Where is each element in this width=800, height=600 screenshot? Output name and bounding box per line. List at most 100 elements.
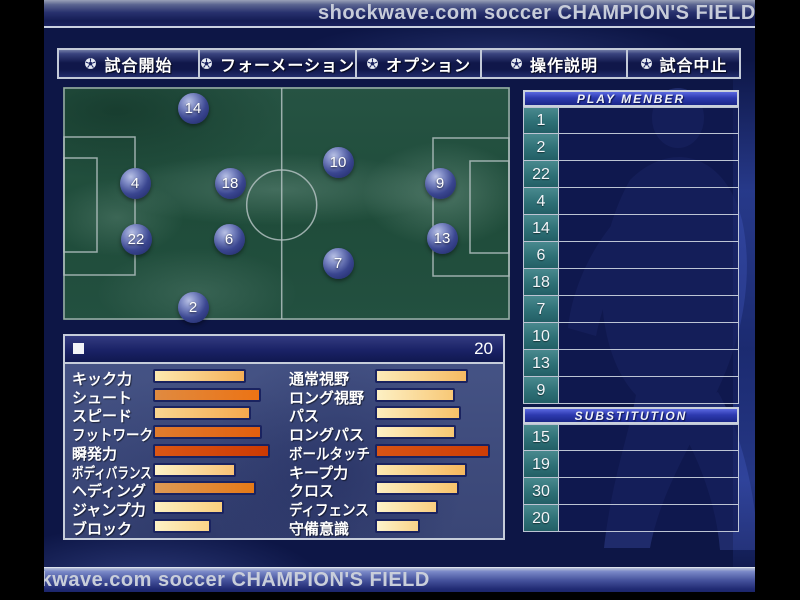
roster-name-cell: [559, 425, 738, 450]
player-token[interactable]: 13: [426, 222, 458, 254]
stat-row: ブロック: [72, 518, 287, 538]
roster-name-cell: [559, 269, 738, 295]
player-token[interactable]: 14: [177, 92, 209, 124]
roster-number: 2: [536, 139, 546, 156]
roster-number: 1: [536, 112, 546, 129]
roster-row[interactable]: 1: [523, 107, 739, 134]
substitution-list: 15 19 30 20: [523, 424, 739, 532]
stat-label: スピード: [72, 408, 133, 425]
player-token[interactable]: 4: [119, 167, 151, 199]
roster-row[interactable]: 2: [523, 134, 739, 161]
roster-name-cell: [559, 215, 738, 241]
stat-label: 通常視野: [289, 371, 350, 388]
roster-row[interactable]: 19: [523, 451, 739, 478]
stat-row: 瞬発力: [72, 443, 287, 463]
roster-name-cell: [559, 188, 738, 214]
roster-number-cell: 15: [524, 425, 559, 450]
selected-player-square-icon: [73, 343, 84, 354]
roster-row[interactable]: 14: [523, 215, 739, 242]
stat-row: 守備意識: [289, 518, 503, 538]
menu-button-start-match[interactable]: 試合開始: [59, 50, 198, 77]
roster-name-cell: [559, 242, 738, 268]
player-token[interactable]: 9: [424, 167, 456, 199]
roster-row[interactable]: 9: [523, 377, 739, 404]
roster-number-cell: 19: [524, 451, 559, 477]
soccer-field: 14 10 4 18 9 22 6 13 7 2: [63, 87, 510, 323]
roster-number: 13: [532, 355, 550, 372]
soccer-ball-icon: [201, 58, 212, 69]
roster-name-cell: [559, 296, 738, 322]
roster-row[interactable]: 20: [523, 505, 739, 532]
player-token[interactable]: 7: [322, 247, 354, 279]
player-token[interactable]: 2: [177, 291, 209, 323]
stat-bar: [153, 406, 251, 420]
soccer-ball-icon: [367, 58, 378, 69]
stat-bar: [375, 388, 455, 402]
player-token[interactable]: 18: [214, 167, 246, 199]
menu-button-label: フォーメーション: [220, 57, 356, 75]
roster-row[interactable]: 22: [523, 161, 739, 188]
stat-row: フットワーク: [72, 424, 287, 444]
menu-button-instructions[interactable]: 操作説明: [480, 50, 627, 77]
stat-bar: [153, 500, 224, 514]
player-stats-panel: 20 キック力 シュート スピード フットワーク 瞬発力 ボディバランス ヘディ…: [63, 334, 505, 540]
stat-label: ブロック: [72, 521, 133, 538]
title-marquee-text: shockwave.com soccer CHAMPION'S FIELD: [318, 2, 755, 24]
roster-name-cell: [559, 451, 738, 477]
roster-number: 14: [532, 220, 550, 237]
left-black-strip: [0, 0, 44, 600]
player-number: 10: [329, 153, 347, 171]
roster-number: 9: [536, 382, 546, 399]
title-bar: shockwave.com soccer CHAMPION'S FIELD: [44, 0, 755, 28]
roster-row[interactable]: 30: [523, 478, 739, 505]
roster-name-cell: [559, 323, 738, 349]
roster-number-cell: 18: [524, 269, 559, 295]
player-number: 7: [333, 254, 343, 272]
stat-label: ヘディング: [72, 483, 146, 500]
stats-panel-body: キック力 シュート スピード フットワーク 瞬発力 ボディバランス ヘディング …: [67, 366, 503, 538]
player-token[interactable]: 6: [213, 223, 245, 255]
player-number: 22: [127, 230, 145, 248]
roster-row[interactable]: 15: [523, 424, 739, 451]
stat-label: ボディバランス: [72, 465, 152, 482]
roster-number: 6: [536, 247, 546, 264]
menu-bar: 試合開始 フォーメーション オプション 操作説明 試合中止: [57, 48, 741, 79]
stat-label: ロングパス: [289, 427, 365, 444]
roster-name-cell: [559, 161, 738, 187]
stat-label: ディフェンス: [289, 502, 369, 519]
stat-bar: [375, 481, 459, 495]
menu-button-formation[interactable]: フォーメーション: [198, 50, 356, 77]
roster-number-cell: 7: [524, 296, 559, 322]
menu-button-cancel-match[interactable]: 試合中止: [626, 50, 739, 77]
roster-name-cell: [559, 108, 738, 133]
menu-button-options[interactable]: オプション: [355, 50, 481, 77]
roster-row[interactable]: 13: [523, 350, 739, 377]
roster-number-cell: 20: [524, 505, 559, 531]
stat-row: キープ力: [289, 462, 503, 482]
stat-row: ボディバランス: [72, 462, 287, 482]
roster-row[interactable]: 7: [523, 296, 739, 323]
roster-number: 18: [532, 274, 550, 291]
roster-row[interactable]: 18: [523, 269, 739, 296]
soccer-ball-icon: [85, 58, 97, 69]
roster-row[interactable]: 4: [523, 188, 739, 215]
roster-name-cell: [559, 350, 738, 376]
roster-row[interactable]: 10: [523, 323, 739, 350]
menu-button-label: 操作説明: [530, 57, 599, 75]
player-token[interactable]: 22: [120, 223, 152, 255]
stat-row: シュート: [72, 387, 287, 407]
play-member-list: 1 2 22 4 14 6 18 7: [523, 107, 739, 404]
menu-button-label: オプション: [386, 57, 472, 75]
play-member-header: PLAY MENBER: [523, 90, 739, 107]
roster-number: 19: [532, 456, 550, 473]
roster-number-cell: 30: [524, 478, 559, 504]
roster-row[interactable]: 6: [523, 242, 739, 269]
roster-name-cell: [559, 478, 738, 504]
menu-button-label: 試合開始: [104, 57, 173, 75]
roster-number: 7: [536, 301, 546, 318]
soccer-ball-icon: [640, 58, 652, 69]
stat-label: パス: [289, 408, 320, 425]
player-token[interactable]: 10: [322, 146, 354, 178]
stat-row: ジャンプ力: [72, 499, 287, 519]
substitution-header: SUBSTITUTION: [523, 407, 739, 424]
